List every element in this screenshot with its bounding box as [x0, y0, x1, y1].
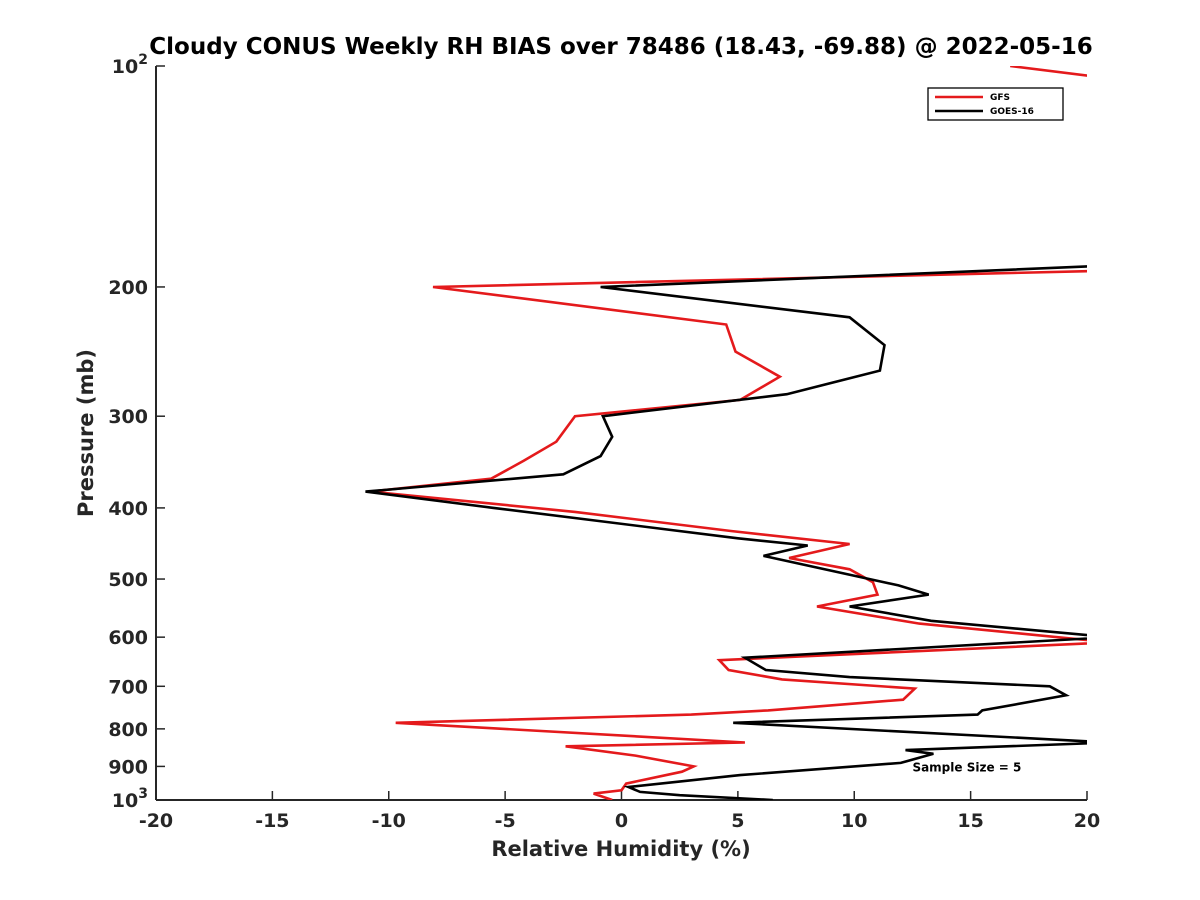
- x-tick-label: -15: [255, 810, 289, 832]
- y-tick-label: 700: [108, 676, 148, 698]
- series-line-0: [369, 66, 1087, 800]
- x-tick-label: -20: [139, 810, 173, 832]
- x-tick-label: -10: [372, 810, 406, 832]
- y-tick-label: 300: [108, 406, 148, 428]
- y-tick-label: 103: [112, 786, 148, 812]
- legend-box: [927, 87, 1064, 121]
- annotations: Sample Size = 5: [912, 760, 1021, 774]
- x-tick-label: 15: [957, 810, 983, 832]
- legend-label: GOES-16: [990, 107, 1034, 117]
- x-tick-label: 5: [731, 810, 744, 832]
- legend-label: GFS: [990, 93, 1010, 103]
- y-axis-label: Pressure (mb): [74, 349, 98, 517]
- x-tick-label: 0: [615, 810, 628, 832]
- legend: GFS GOES-16: [927, 87, 1064, 121]
- axes: -20 -15 -10 -5 0 5 10 15 20 102 200 300 400 500 600 700…: [108, 52, 1100, 832]
- x-tick-label: 20: [1074, 810, 1100, 832]
- y-tick-label: 400: [108, 498, 148, 520]
- x-tick-label: 10: [841, 810, 867, 832]
- chart-title: Cloudy CONUS Weekly RH BIAS over 78486 (…: [149, 34, 1092, 60]
- y-tick-label: 500: [108, 569, 148, 591]
- x-axis-label: Relative Humidity (%): [491, 837, 750, 861]
- sample-size-annotation: Sample Size = 5: [912, 760, 1021, 774]
- y-tick-label: 900: [108, 756, 148, 778]
- series-line-1: [365, 265, 1087, 800]
- y-tick-label: 102: [112, 52, 148, 78]
- y-tick-label: 800: [108, 719, 148, 741]
- series-lines: [365, 66, 1087, 800]
- y-tick-label: 600: [108, 627, 148, 649]
- x-tick-label: -5: [495, 810, 516, 832]
- y-tick-label: 200: [108, 277, 148, 299]
